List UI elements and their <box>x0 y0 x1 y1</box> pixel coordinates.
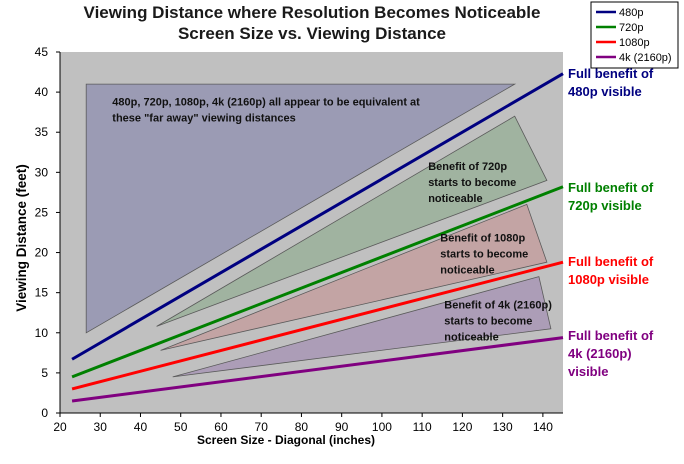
annotation-line: Benefit of 1080p <box>440 232 525 244</box>
annotation: Benefit of 4k (2160p) starts to become not… <box>444 300 552 344</box>
side-label: Full benefit of 1080p visible <box>568 254 654 287</box>
legend-label: 1080p <box>619 37 650 49</box>
series-line-1080p <box>71 260 564 391</box>
y-tick-label: 30 <box>35 165 49 179</box>
annotation: 480p, 720p, 1080p, 4k (2160p) all appear… <box>112 97 420 125</box>
x-tick-label: 50 <box>174 420 188 434</box>
annotation-line: starts to become <box>444 316 532 328</box>
side-label-line: Full benefit of <box>568 180 654 195</box>
y-tick-label: 35 <box>35 125 49 139</box>
side-label-line: 1080p visible <box>568 272 649 287</box>
x-tick-label: 30 <box>94 420 108 434</box>
x-tick-label: 20 <box>53 420 67 434</box>
x-tick-label: 100 <box>372 420 392 434</box>
side-label-line: visible <box>568 364 608 379</box>
x-tick-label: 130 <box>493 420 513 434</box>
side-label-line: 4k (2160p) <box>568 346 632 361</box>
annotation: Benefit of 720p starts to become noticeabl… <box>428 161 516 205</box>
legend-label: 720p <box>619 22 643 34</box>
region-720p-benefit <box>156 115 548 327</box>
x-axis-label: Screen Size - Diagonal (inches) <box>197 433 375 447</box>
annotation-line: noticeable <box>440 264 494 276</box>
annotation-line: Benefit of 4k (2160p) <box>444 300 552 312</box>
legend: 480p 720p 1080p 4k (2160p) <box>590 1 679 69</box>
chart-subtitle: Screen Size vs. Viewing Distance <box>178 24 446 43</box>
side-label-line: 720p visible <box>568 198 642 213</box>
series-lines <box>71 72 564 403</box>
x-tick-label: 40 <box>134 420 148 434</box>
y-tick-label: 40 <box>35 85 49 99</box>
annotation-line: noticeable <box>444 332 498 344</box>
y-tick-label: 5 <box>41 366 48 380</box>
x-tick-label: 80 <box>295 420 309 434</box>
annotation-line: Benefit of 720p <box>428 161 507 173</box>
series-line-4k-2160p- <box>71 336 564 403</box>
y-tick-label: 15 <box>35 286 49 300</box>
annotations: 480p, 720p, 1080p, 4k (2160p) all appear… <box>112 97 552 344</box>
side-label-line: 480p visible <box>568 84 642 99</box>
y-tick-label: 20 <box>35 246 49 260</box>
y-tick-label: 10 <box>35 326 49 340</box>
annotation-line: noticeable <box>428 193 482 205</box>
series-line-480p <box>71 72 564 361</box>
side-label: Full benefit of 4k (2160p) visible <box>568 328 654 379</box>
x-tick-label: 110 <box>413 420 432 434</box>
y-tick-label: 0 <box>41 406 48 420</box>
side-label: Full benefit of 720p visible <box>568 180 654 213</box>
legend-label: 480p <box>619 7 643 19</box>
y-axis-label: Viewing Distance (feet) <box>14 164 29 312</box>
side-label-line: Full benefit of <box>568 328 654 343</box>
x-tick-label: 90 <box>335 420 349 434</box>
x-tick-label: 120 <box>452 420 472 434</box>
annotation-line: 480p, 720p, 1080p, 4k (2160p) all appear… <box>112 97 420 109</box>
axes <box>56 51 563 417</box>
y-tick-labels: 0 5 10 15 20 25 30 35 40 45 <box>35 45 49 420</box>
region-480p-equivalent <box>85 83 517 334</box>
x-tick-label: 60 <box>214 420 228 434</box>
annotation: Benefit of 1080p starts to become noticeab… <box>440 232 528 276</box>
x-tick-label: 140 <box>533 420 553 434</box>
y-tick-label: 25 <box>35 205 49 219</box>
y-tick-label: 45 <box>35 45 49 59</box>
region-4k-benefit <box>172 276 552 378</box>
side-label-line: Full benefit of <box>568 254 654 269</box>
annotation-line: starts to become <box>440 248 528 260</box>
annotation-line: starts to become <box>428 177 516 189</box>
x-tick-label: 70 <box>255 420 269 434</box>
series-line-720p <box>71 185 564 379</box>
side-label-line: Full benefit of <box>568 66 654 81</box>
side-label: Full benefit of 480p visible <box>568 66 654 99</box>
regions <box>85 83 552 378</box>
annotation-line: these "far away" viewing distances <box>112 113 295 125</box>
legend-label: 4k (2160p) <box>619 52 672 64</box>
region-1080p-benefit <box>160 203 548 351</box>
chart-title: Viewing Distance where Resolution Become… <box>84 3 541 22</box>
x-tick-labels: 20 30 40 50 60 70 80 90 100 110 120 130 140 <box>53 420 553 434</box>
